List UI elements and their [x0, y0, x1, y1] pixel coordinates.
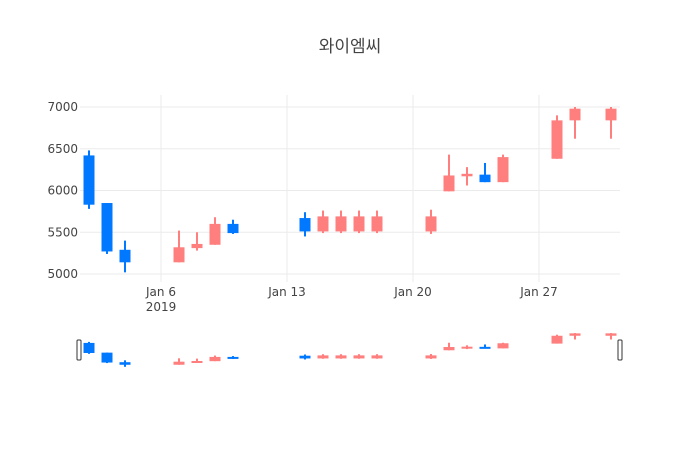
- candle[interactable]: [605, 333, 617, 340]
- candle[interactable]: [371, 210, 383, 234]
- candle[interactable]: [299, 354, 311, 360]
- y-tick-label: 5000: [47, 267, 78, 281]
- range-slider-left-handle[interactable]: [76, 339, 82, 361]
- candle[interactable]: [173, 230, 185, 263]
- candle[interactable]: [227, 356, 239, 359]
- candle[interactable]: [335, 354, 347, 359]
- x-tick-label: Jan 20: [393, 285, 432, 299]
- candle[interactable]: [353, 354, 365, 359]
- candle[interactable]: [443, 154, 455, 192]
- x-tick-label: Jan 6: [145, 285, 176, 299]
- candle[interactable]: [335, 210, 347, 234]
- x-tick-year: 2019: [146, 300, 177, 314]
- candle[interactable]: [191, 358, 203, 364]
- candle[interactable]: [551, 115, 563, 159]
- y-tick-label: 6500: [47, 142, 78, 156]
- candle[interactable]: [299, 212, 311, 237]
- y-axis: 5000 5500 6000 6500 7000: [47, 100, 78, 281]
- candles: [83, 107, 617, 273]
- y-tick-label: 5500: [47, 225, 78, 239]
- chart-title: 와이엠씨: [318, 37, 382, 57]
- candle[interactable]: [209, 217, 221, 245]
- candle[interactable]: [425, 354, 437, 359]
- candle[interactable]: [479, 344, 491, 349]
- candle[interactable]: [461, 167, 473, 186]
- x-tick-label: Jan 27: [519, 285, 558, 299]
- candle[interactable]: [569, 107, 581, 139]
- y-tick-label: 7000: [47, 100, 78, 114]
- candle[interactable]: [353, 210, 365, 234]
- candle[interactable]: [119, 240, 131, 273]
- candle[interactable]: [425, 209, 437, 234]
- x-tick-label: Jan 13: [267, 285, 306, 299]
- candle[interactable]: [173, 358, 185, 365]
- candle[interactable]: [317, 210, 329, 234]
- candle[interactable]: [101, 203, 113, 254]
- candle[interactable]: [443, 342, 455, 351]
- candle[interactable]: [497, 342, 509, 349]
- candle[interactable]: [551, 334, 563, 344]
- gridlines: [80, 95, 620, 282]
- candle[interactable]: [569, 333, 581, 340]
- candle[interactable]: [317, 354, 329, 359]
- range-slider[interactable]: [76, 333, 623, 367]
- candle[interactable]: [461, 345, 473, 350]
- candle[interactable]: [371, 354, 383, 359]
- range-slider-right-handle[interactable]: [617, 339, 623, 361]
- candle[interactable]: [191, 232, 203, 251]
- candle[interactable]: [227, 219, 239, 234]
- candle[interactable]: [479, 162, 491, 183]
- candle[interactable]: [83, 341, 95, 354]
- candle[interactable]: [119, 360, 131, 367]
- candle[interactable]: [209, 355, 221, 362]
- candle[interactable]: [605, 107, 617, 139]
- candle[interactable]: [83, 150, 95, 209]
- candle[interactable]: [101, 352, 113, 364]
- y-tick-label: 6000: [47, 184, 78, 198]
- candle[interactable]: [497, 154, 509, 183]
